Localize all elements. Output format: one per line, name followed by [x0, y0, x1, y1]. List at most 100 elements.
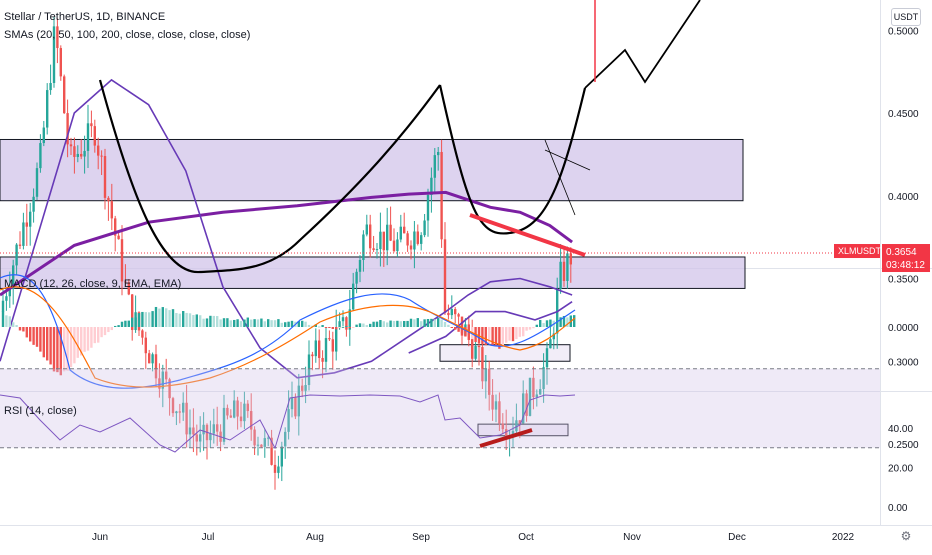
chart-title: Stellar / TetherUS, 1D, BINANCE [4, 11, 166, 23]
candle-body [416, 231, 419, 244]
macd-hist-bar [25, 327, 28, 338]
macd-hist-bar [229, 320, 232, 327]
macd-hist-bar [447, 324, 450, 327]
macd-signal-line [0, 286, 576, 388]
macd-hist-bar [539, 319, 542, 327]
candle-body [413, 231, 416, 250]
candle-body [158, 378, 161, 389]
macd-hist-bar [8, 316, 11, 327]
macd-hist-bar [488, 327, 491, 345]
currency-button[interactable]: USDT [891, 8, 921, 26]
macd-hist-bar [399, 321, 402, 327]
macd-hist-bar [328, 327, 331, 328]
macd-hist-bar [345, 325, 348, 327]
sma-line-200 [0, 190, 573, 297]
candle-body [498, 401, 501, 424]
macd-hist-bar [114, 325, 117, 327]
candle-body [426, 194, 430, 221]
sma-indicator-label[interactable]: SMAs (20, 50, 100, 200, close, close, cl… [4, 29, 251, 41]
candle-body [243, 403, 246, 422]
candle-body [352, 283, 355, 310]
candle-body [83, 150, 86, 157]
macd-hist-bar [498, 327, 501, 349]
macd-hist-bar [297, 321, 300, 327]
candle-body [494, 401, 498, 410]
candle-body [277, 466, 280, 473]
time-axis-tick: Jun [92, 532, 108, 543]
macd-hist-bar [103, 327, 107, 336]
macd-hist-bar [148, 312, 151, 327]
candle-body [124, 281, 127, 283]
macd-hist-bar [233, 319, 236, 327]
macd-hist-bar [324, 327, 328, 328]
candle-body [280, 446, 283, 467]
macd-hist-bar [97, 327, 100, 343]
candle-body [144, 337, 147, 354]
rsi-indicator-label[interactable]: RSI (14, close) [4, 405, 77, 417]
macd-hist-bar [352, 327, 355, 328]
candle-body [518, 420, 521, 424]
candle-body [522, 393, 525, 424]
macd-hist-bar [263, 321, 266, 327]
candle-body [15, 244, 18, 266]
candle-body [216, 424, 219, 432]
macd-hist-bar [423, 319, 426, 327]
candle-body [365, 224, 368, 235]
zone-box-low [477, 423, 569, 437]
candle-body [114, 218, 117, 236]
candle-body [511, 431, 515, 436]
macd-hist-bar [301, 320, 304, 327]
price-axis-tick: 0.3500 [888, 275, 919, 286]
candle-body [52, 26, 56, 84]
candle-body [151, 354, 154, 364]
macd-hist-bar [290, 320, 294, 327]
candle-body [399, 226, 402, 240]
macd-hist-bar [369, 323, 372, 327]
macd-hist-bar [314, 324, 317, 327]
macd-hist-bar [491, 327, 494, 346]
macd-hist-bar [49, 327, 52, 365]
macd-hist-bar [362, 323, 365, 327]
macd-hist-bar [375, 321, 379, 327]
candle-body [535, 394, 538, 398]
macd-hist-bar [32, 327, 35, 345]
candle-body [185, 402, 188, 435]
candle-body [250, 411, 253, 430]
time-axis-tick: 2022 [832, 532, 855, 543]
candle-body [477, 345, 481, 348]
candle-body [491, 394, 494, 410]
macd-indicator-label[interactable]: MACD (12, 26, close, 9, EMA, EMA) [4, 278, 182, 290]
macd-hist-bar [137, 313, 141, 327]
macd-hist-bar [246, 317, 249, 327]
candle-body [131, 294, 134, 330]
candle-body [311, 354, 314, 357]
macd-hist-bar [59, 327, 62, 376]
macd-hist-bar [511, 327, 515, 342]
macd-hist-bar [100, 327, 103, 338]
candle-body [552, 333, 555, 340]
macd-hist-bar [205, 318, 209, 327]
candle-body [80, 153, 83, 157]
rsi-axis-tick: 40.00 [888, 424, 913, 435]
gear-icon[interactable]: ⚙ [900, 529, 912, 543]
macd-hist-bar [243, 319, 246, 327]
macd-hist-bar [202, 318, 205, 327]
macd-hist-bar [440, 319, 443, 327]
time-axis-tick: Nov [623, 532, 641, 543]
candle-body [127, 282, 130, 295]
candle-body [515, 420, 518, 432]
candle-body [318, 340, 321, 358]
macd-hist-bar [413, 319, 416, 327]
macd-hist-bar [134, 317, 137, 327]
macd-hist-bar [358, 323, 362, 327]
macd-hist-bar [158, 308, 161, 327]
macd-hist-bar [355, 324, 358, 327]
candle-body [331, 339, 334, 352]
macd-hist-bar [212, 315, 215, 327]
macd-hist-bar [161, 307, 164, 327]
candle-body [165, 371, 168, 380]
macd-hist-bar [338, 327, 341, 328]
candle-body [290, 397, 294, 410]
candle-body [49, 83, 52, 91]
